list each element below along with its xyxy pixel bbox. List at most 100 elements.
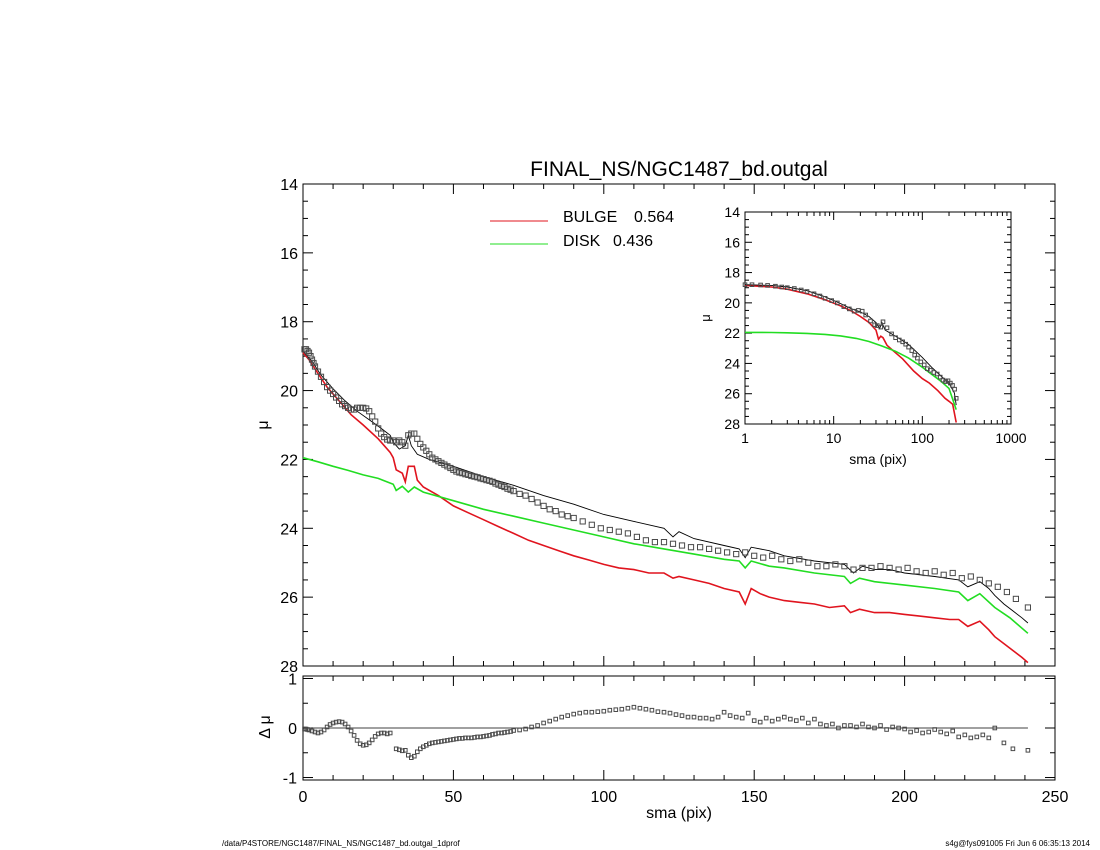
residual-residual-point xyxy=(393,746,399,752)
residual-residual-point xyxy=(896,725,901,731)
inset-data-point xyxy=(835,300,840,306)
residual-residual-point xyxy=(745,710,751,716)
residual-residual-point xyxy=(463,735,468,741)
inset-data-point xyxy=(868,318,873,324)
residual-residual-point xyxy=(691,714,697,720)
main-y-tick-label: 14 xyxy=(280,177,298,194)
inset-data-point xyxy=(829,298,835,303)
residual-residual-point xyxy=(763,715,769,721)
inset-data-point xyxy=(859,308,865,314)
residual-residual-point xyxy=(360,743,366,748)
main-data-point xyxy=(372,418,379,425)
main-data-point xyxy=(931,568,938,575)
residual-residual-point xyxy=(751,718,757,723)
main-data-point xyxy=(1012,595,1019,602)
residual-residual-point xyxy=(794,718,799,723)
residual-residual-point xyxy=(655,709,661,715)
inset-bulge-line xyxy=(744,284,957,423)
residual-residual-point xyxy=(354,738,360,743)
residual-residual-point xyxy=(571,711,577,717)
residual-residual-point xyxy=(330,720,336,726)
residual-residual-point xyxy=(589,709,595,715)
main-data-point xyxy=(528,495,535,503)
inset-data-point xyxy=(798,287,804,293)
main-data-point xyxy=(540,502,547,509)
residual-y-tick-label: -1 xyxy=(283,771,297,788)
main-data-point xyxy=(354,404,361,411)
residual-residual-point xyxy=(643,706,649,712)
residual-residual-point xyxy=(430,740,435,746)
residual-residual-point xyxy=(769,718,775,724)
residual-residual-point xyxy=(613,707,619,713)
residual-residual-point xyxy=(920,730,925,736)
residual-residual-point xyxy=(860,721,865,727)
inset-data-point xyxy=(893,335,898,340)
residual-residual-point xyxy=(926,729,932,735)
inset-y-tick-label: 20 xyxy=(724,295,740,311)
main-data-point xyxy=(868,564,875,571)
residual-residual-point xyxy=(739,715,745,721)
residual-residual-point xyxy=(487,733,492,738)
inset-data-point xyxy=(900,339,906,345)
residual-residual-point xyxy=(312,729,318,735)
residual-residual-point xyxy=(776,716,781,722)
residual-residual-point xyxy=(535,723,540,728)
residual-residual-point xyxy=(499,730,504,736)
residual-residual-point xyxy=(342,721,348,727)
residual-series xyxy=(302,704,1031,761)
residual-residual-point xyxy=(324,724,330,730)
residual-residual-point xyxy=(508,729,513,734)
main-data-point xyxy=(624,530,631,537)
x-tick-label: 150 xyxy=(741,789,768,806)
residual-residual-point xyxy=(478,734,483,740)
main-data-point xyxy=(850,566,857,573)
residual-residual-point xyxy=(333,719,339,725)
main-data-point xyxy=(751,552,758,559)
residual-residual-point xyxy=(854,724,859,730)
main-data-point xyxy=(522,492,529,499)
residual-residual-point xyxy=(415,749,420,755)
main-data-point xyxy=(402,442,409,449)
residual-residual-point xyxy=(436,739,441,745)
inset-disk-line xyxy=(744,331,957,410)
residual-residual-point xyxy=(481,734,486,739)
residual-residual-point xyxy=(496,730,501,736)
residual-residual-point xyxy=(490,732,495,737)
main-data-point xyxy=(510,488,517,495)
residual-residual-point xyxy=(306,727,312,733)
residual-residual-point xyxy=(565,713,571,718)
residual-y-axis-label: Δ μ xyxy=(257,715,274,738)
main-data-point xyxy=(859,564,866,571)
residual-residual-point xyxy=(309,728,315,734)
residual-residual-point xyxy=(980,732,986,738)
main-data-point xyxy=(796,556,803,563)
main-data-point xyxy=(778,556,785,563)
residual-residual-point xyxy=(800,715,805,721)
x-axis-label: sma (pix) xyxy=(646,805,712,822)
residual-residual-point xyxy=(872,725,877,731)
residual-residual-point xyxy=(439,739,444,744)
residual-residual-point xyxy=(345,724,351,730)
residual-residual-point xyxy=(351,733,357,738)
legend-disk-value: 0.436 xyxy=(613,233,653,250)
inset-y-tick-label: 28 xyxy=(724,416,740,432)
main-y-tick-label: 24 xyxy=(280,521,298,538)
inset-data-point xyxy=(952,386,957,392)
main-data-point xyxy=(504,485,511,492)
main-data-point xyxy=(760,554,767,561)
residual-residual-point xyxy=(673,712,679,717)
main-data-point xyxy=(669,540,677,547)
inset-data-point xyxy=(915,355,920,361)
main-total-line xyxy=(302,350,1029,624)
main-data-point xyxy=(633,533,640,540)
residual-residual-point xyxy=(902,726,907,732)
main-y-tick-label: 22 xyxy=(280,452,298,469)
residual-residual-point xyxy=(908,729,913,735)
main-data-point xyxy=(724,549,731,556)
main-data-point xyxy=(733,551,740,558)
main-data-point xyxy=(678,542,686,549)
main-data-point xyxy=(949,569,956,577)
main-data-point xyxy=(841,563,848,570)
residual-residual-point xyxy=(559,714,565,720)
